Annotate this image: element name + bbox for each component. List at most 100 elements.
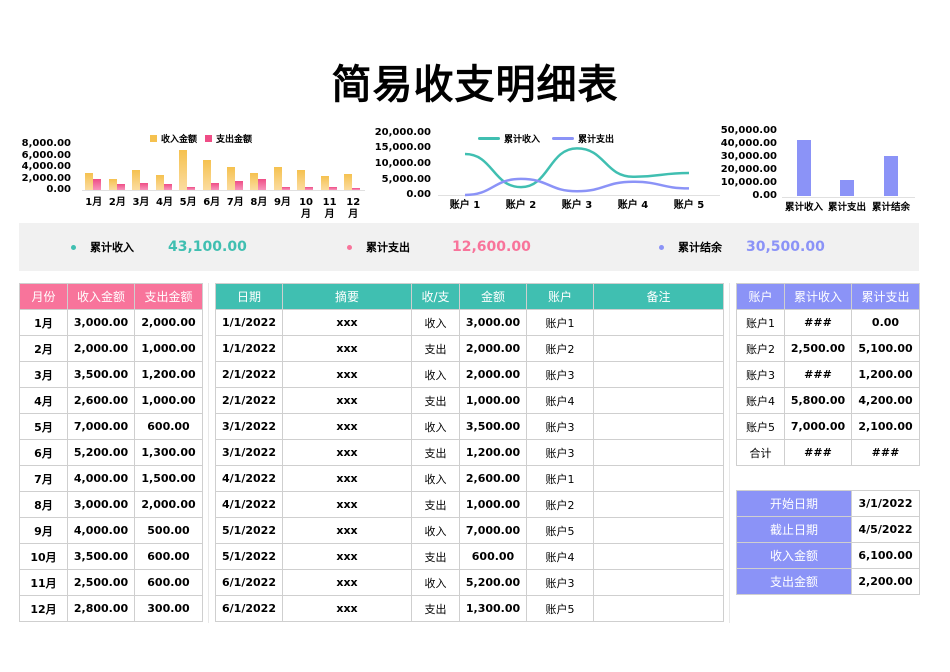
query-value-cell[interactable]: 2,200.00 xyxy=(851,568,920,595)
summary-cell[interactable]: xxx xyxy=(282,335,412,362)
expense-cell[interactable]: 2,000.00 xyxy=(134,491,203,518)
month-cell[interactable]: 9月 xyxy=(19,517,68,544)
query-label-cell[interactable]: 支出金额 xyxy=(736,568,852,595)
month-cell[interactable]: 12月 xyxy=(19,595,68,622)
notes-cell[interactable] xyxy=(593,465,724,492)
cum-income-cell[interactable]: ### xyxy=(784,361,852,388)
query-value-cell[interactable]: 4/5/2022 xyxy=(851,516,920,543)
date-cell[interactable]: 3/1/2022 xyxy=(215,439,283,466)
amount-cell[interactable]: 1,000.00 xyxy=(459,491,527,518)
summary-cell[interactable]: xxx xyxy=(282,569,412,596)
summary-cell[interactable]: xxx xyxy=(282,517,412,544)
expense-cell[interactable]: 600.00 xyxy=(134,413,203,440)
query-label-cell[interactable]: 收入金额 xyxy=(736,542,852,569)
month-cell[interactable]: 4月 xyxy=(19,387,68,414)
account-cell[interactable]: 账户4 xyxy=(526,387,594,414)
income-cell[interactable]: 3,000.00 xyxy=(67,309,135,336)
type-cell[interactable]: 收入 xyxy=(411,465,460,492)
month-cell[interactable]: 1月 xyxy=(19,309,68,336)
type-cell[interactable]: 支出 xyxy=(411,595,460,622)
notes-cell[interactable] xyxy=(593,569,724,596)
account-cell[interactable]: 账户1 xyxy=(526,309,594,336)
amount-cell[interactable]: 5,200.00 xyxy=(459,569,527,596)
amount-cell[interactable]: 1,000.00 xyxy=(459,387,527,414)
amount-cell[interactable]: 3,000.00 xyxy=(459,309,527,336)
date-cell[interactable]: 4/1/2022 xyxy=(215,491,283,518)
date-cell[interactable]: 1/1/2022 xyxy=(215,309,283,336)
account-cell[interactable]: 账户2 xyxy=(526,491,594,518)
amount-cell[interactable]: 2,600.00 xyxy=(459,465,527,492)
month-cell[interactable]: 11月 xyxy=(19,569,68,596)
date-cell[interactable]: 6/1/2022 xyxy=(215,569,283,596)
month-cell[interactable]: 3月 xyxy=(19,361,68,388)
cum-income-cell[interactable]: 2,500.00 xyxy=(784,335,852,362)
account-cell[interactable]: 账户2 xyxy=(526,335,594,362)
amount-cell[interactable]: 1,200.00 xyxy=(459,439,527,466)
type-cell[interactable]: 支出 xyxy=(411,387,460,414)
cum-expense-cell[interactable]: 1,200.00 xyxy=(851,361,920,388)
account-cell[interactable]: 账户3 xyxy=(526,413,594,440)
income-cell[interactable]: 3,000.00 xyxy=(67,491,135,518)
amount-cell[interactable]: 3,500.00 xyxy=(459,413,527,440)
date-cell[interactable]: 6/1/2022 xyxy=(215,595,283,622)
query-value-cell[interactable]: 6,100.00 xyxy=(851,542,920,569)
account-cell[interactable]: 账户1 xyxy=(526,465,594,492)
cum-income-cell[interactable]: 7,000.00 xyxy=(784,413,852,440)
cum-income-cell[interactable]: 5,800.00 xyxy=(784,387,852,414)
date-cell[interactable]: 5/1/2022 xyxy=(215,543,283,570)
income-cell[interactable]: 7,000.00 xyxy=(67,413,135,440)
summary-cell[interactable]: xxx xyxy=(282,543,412,570)
income-cell[interactable]: 2,600.00 xyxy=(67,387,135,414)
type-cell[interactable]: 支出 xyxy=(411,543,460,570)
type-cell[interactable]: 收入 xyxy=(411,413,460,440)
notes-cell[interactable] xyxy=(593,413,724,440)
account-cell[interactable]: 账户5 xyxy=(736,413,785,440)
summary-cell[interactable]: xxx xyxy=(282,361,412,388)
cum-expense-cell[interactable]: ### xyxy=(851,439,920,466)
type-cell[interactable]: 支出 xyxy=(411,439,460,466)
income-cell[interactable]: 2,800.00 xyxy=(67,595,135,622)
cum-income-cell[interactable]: ### xyxy=(784,439,852,466)
expense-cell[interactable]: 300.00 xyxy=(134,595,203,622)
month-cell[interactable]: 6月 xyxy=(19,439,68,466)
account-cell[interactable]: 账户3 xyxy=(736,361,785,388)
income-cell[interactable]: 5,200.00 xyxy=(67,439,135,466)
account-cell[interactable]: 账户4 xyxy=(736,387,785,414)
expense-cell[interactable]: 1,000.00 xyxy=(134,387,203,414)
expense-cell[interactable]: 1,300.00 xyxy=(134,439,203,466)
amount-cell[interactable]: 2,000.00 xyxy=(459,361,527,388)
cum-income-cell[interactable]: ### xyxy=(784,309,852,336)
type-cell[interactable]: 支出 xyxy=(411,335,460,362)
account-cell[interactable]: 账户4 xyxy=(526,543,594,570)
account-cell[interactable]: 账户3 xyxy=(526,569,594,596)
query-label-cell[interactable]: 开始日期 xyxy=(736,490,852,517)
notes-cell[interactable] xyxy=(593,439,724,466)
notes-cell[interactable] xyxy=(593,361,724,388)
income-cell[interactable]: 4,000.00 xyxy=(67,517,135,544)
month-cell[interactable]: 8月 xyxy=(19,491,68,518)
type-cell[interactable]: 收入 xyxy=(411,309,460,336)
query-label-cell[interactable]: 截止日期 xyxy=(736,516,852,543)
income-cell[interactable]: 2,000.00 xyxy=(67,335,135,362)
notes-cell[interactable] xyxy=(593,309,724,336)
date-cell[interactable]: 3/1/2022 xyxy=(215,413,283,440)
summary-cell[interactable]: xxx xyxy=(282,413,412,440)
type-cell[interactable]: 收入 xyxy=(411,517,460,544)
notes-cell[interactable] xyxy=(593,543,724,570)
income-cell[interactable]: 2,500.00 xyxy=(67,569,135,596)
notes-cell[interactable] xyxy=(593,517,724,544)
month-cell[interactable]: 5月 xyxy=(19,413,68,440)
amount-cell[interactable]: 1,300.00 xyxy=(459,595,527,622)
notes-cell[interactable] xyxy=(593,335,724,362)
summary-cell[interactable]: xxx xyxy=(282,309,412,336)
income-cell[interactable]: 3,500.00 xyxy=(67,361,135,388)
summary-cell[interactable]: xxx xyxy=(282,595,412,622)
expense-cell[interactable]: 2,000.00 xyxy=(134,309,203,336)
type-cell[interactable]: 支出 xyxy=(411,491,460,518)
account-cell[interactable]: 账户2 xyxy=(736,335,785,362)
expense-cell[interactable]: 600.00 xyxy=(134,569,203,596)
account-cell[interactable]: 账户3 xyxy=(526,361,594,388)
cum-expense-cell[interactable]: 5,100.00 xyxy=(851,335,920,362)
notes-cell[interactable] xyxy=(593,387,724,414)
cum-expense-cell[interactable]: 4,200.00 xyxy=(851,387,920,414)
